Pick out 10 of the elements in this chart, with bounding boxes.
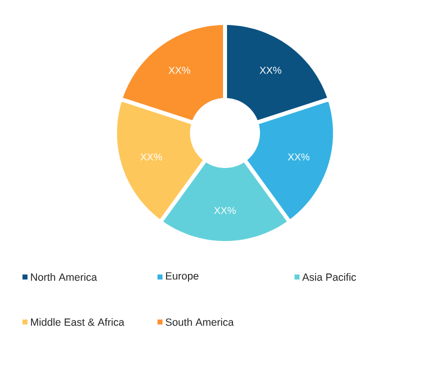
legend-label: Middle East & Africa [31,318,124,326]
data-label: XX% [288,153,310,160]
legend-label: Europe [166,272,198,282]
legend-label: South America [166,318,234,326]
data-label: XX% [168,66,190,74]
legend-label: Asia Pacific [302,273,356,281]
data-label: XX% [140,153,162,160]
legend-label: North America [31,273,98,281]
data-label: XX% [260,66,282,74]
data-label: XX% [214,207,236,214]
